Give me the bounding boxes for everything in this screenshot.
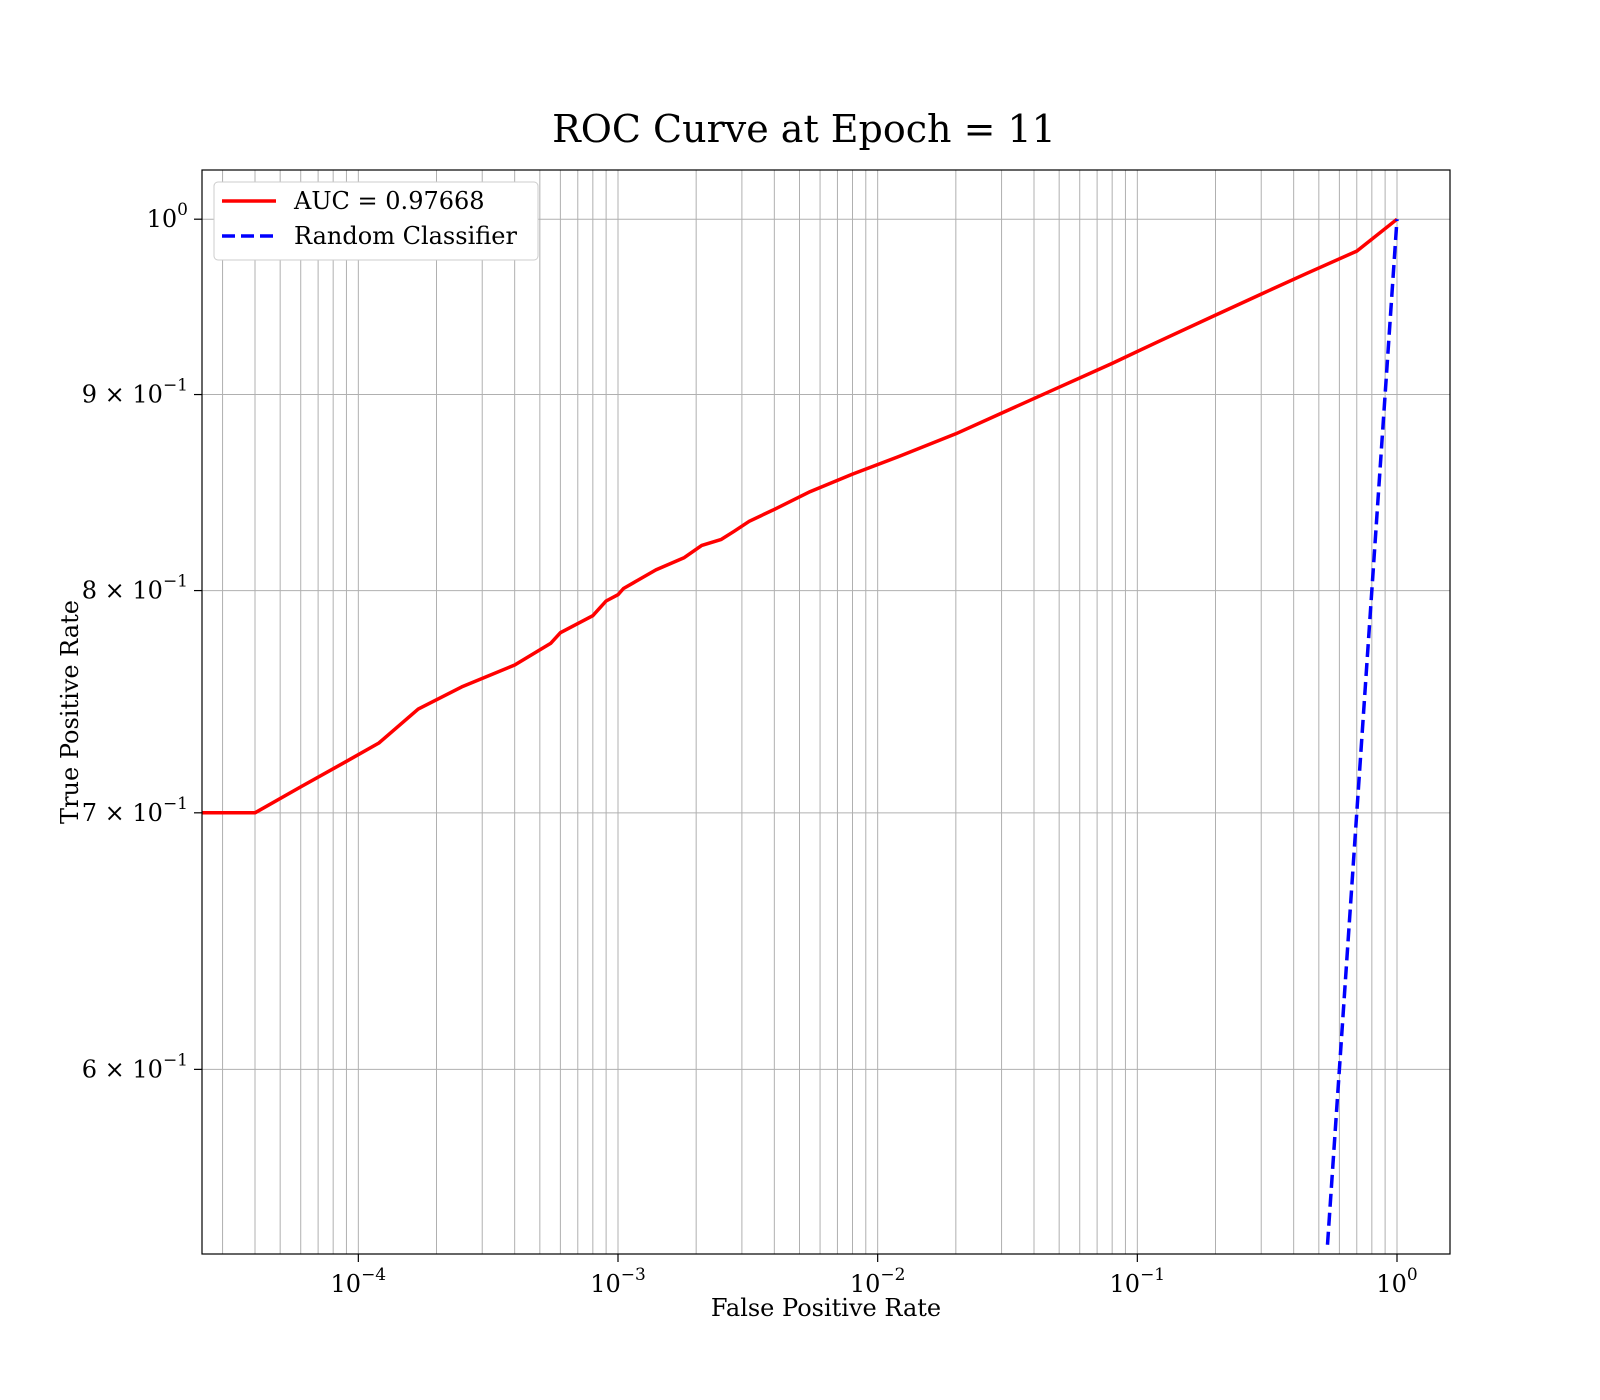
y-axis-ticks: 6 × 10−1 7 × 10−1 8 × 10−1 9 × 10−1 100 (82, 200, 202, 1083)
plot-area (202, 217, 1399, 1245)
y-tick-label: 100 (147, 200, 188, 233)
y-axis-label: True Positive Rate (56, 600, 84, 824)
x-tick-label: 10−4 (331, 1265, 387, 1298)
x-axis-label: False Positive Rate (711, 1294, 941, 1322)
legend-box (213, 181, 539, 261)
y-tick-label: 8 × 10−1 (82, 572, 188, 605)
chart-title: ROC Curve at Epoch = 11 (552, 107, 1056, 151)
legend-label-random: Random Classifier (294, 222, 517, 250)
y-tick-label: 9 × 10−1 (82, 376, 188, 409)
legend-label-auc: AUC = 0.97668 (293, 187, 485, 215)
roc-curve-line (202, 217, 1399, 815)
x-axis-ticks: 10−4 10−3 10−2 10−1 100 (331, 1254, 1418, 1298)
x-tick-label: 10−2 (850, 1265, 906, 1298)
grid (202, 170, 1450, 1254)
y-tick-label: 6 × 10−1 (82, 1050, 188, 1083)
x-tick-label: 10−3 (590, 1265, 646, 1298)
legend: AUC = 0.97668 Random Classifier (213, 181, 539, 261)
x-tick-label: 10−1 (1110, 1265, 1166, 1298)
y-tick-label: 7 × 10−1 (82, 794, 188, 827)
plot-frame (201, 169, 1451, 1255)
random-classifier-line (1325, 219, 1399, 1245)
x-tick-label: 100 (1376, 1265, 1417, 1298)
